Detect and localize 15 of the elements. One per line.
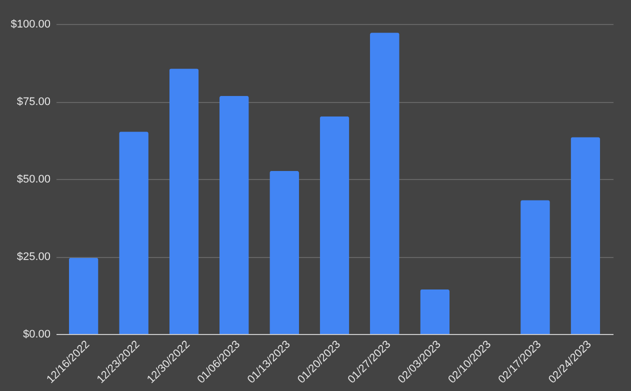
y-tick-label: $0.00	[22, 328, 50, 340]
y-tick-label: $75.00	[16, 96, 50, 108]
bar	[370, 32, 400, 334]
bar	[169, 68, 199, 334]
bar	[219, 96, 249, 334]
bar	[68, 258, 98, 334]
bar	[570, 137, 600, 334]
y-tick-label: $100.00	[10, 18, 50, 30]
bar	[420, 289, 450, 334]
y-tick-label: $25.00	[16, 251, 50, 263]
bar	[270, 170, 299, 334]
bar	[119, 132, 148, 334]
bar	[520, 200, 550, 334]
y-tick-label: $50.00	[16, 174, 50, 186]
bar	[320, 116, 350, 334]
